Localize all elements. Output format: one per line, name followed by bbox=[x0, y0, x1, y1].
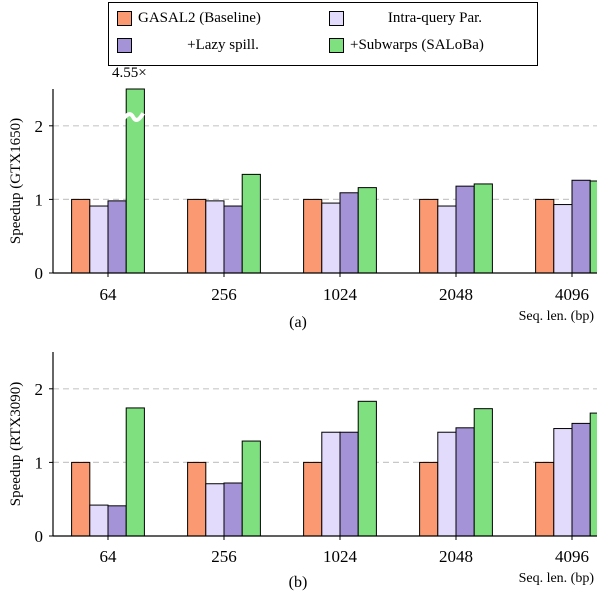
legend-label: GASAL2 (Baseline) bbox=[138, 10, 261, 26]
bar bbox=[241, 173, 261, 274]
bar bbox=[437, 431, 457, 537]
bar bbox=[535, 198, 555, 274]
bar bbox=[553, 204, 573, 274]
bar bbox=[473, 408, 493, 537]
legend-label: +Lazy spill. bbox=[187, 37, 259, 53]
bar bbox=[589, 180, 597, 274]
bar bbox=[553, 428, 573, 537]
x-tick-label: 256 bbox=[211, 547, 237, 566]
y-tick-label: 2 bbox=[35, 380, 44, 399]
y-axis-title: Speedup (GTX1650) bbox=[8, 118, 24, 244]
subcaption: (b) bbox=[289, 574, 308, 591]
x-axis-title: Seq. len. (bp) bbox=[519, 309, 595, 324]
bar bbox=[455, 427, 475, 537]
legend-label: Intra-query Par. bbox=[387, 10, 483, 26]
chart-gtx1650: 4.55× 0 1 2 64 256 1024 2048 4096 Speedup (GTX165… bbox=[8, 65, 597, 331]
bar bbox=[223, 482, 243, 537]
bar bbox=[339, 431, 359, 537]
x-tick-label: 4096 bbox=[555, 285, 589, 304]
chart-rtx3090: 0 1 2 64 256 1024 2048 4096 Speedup (RTX3090) Seq… bbox=[8, 352, 597, 591]
legend-item-gasal2: GASAL2 (Baseline) bbox=[117, 10, 261, 27]
bar bbox=[437, 205, 457, 274]
x-tick-label: 4096 bbox=[555, 547, 589, 566]
bar bbox=[357, 400, 377, 537]
bar bbox=[71, 461, 91, 537]
x-axis-title: Seq. len. (bp) bbox=[519, 571, 595, 586]
bar bbox=[303, 461, 323, 537]
bar bbox=[571, 179, 591, 274]
bar bbox=[339, 192, 359, 274]
legend-swatch-gasal2 bbox=[117, 11, 132, 26]
y-tick-label: 1 bbox=[35, 190, 44, 209]
legend-item-subwarps: +Subwarps (SALoBa) bbox=[329, 37, 484, 54]
y-tick-label: 1 bbox=[35, 453, 44, 472]
bar bbox=[321, 202, 341, 274]
legend-item-lazy-spill: +Lazy spill. bbox=[117, 37, 308, 54]
bar bbox=[89, 205, 109, 274]
bar bbox=[419, 198, 439, 274]
bar bbox=[589, 412, 597, 537]
bar bbox=[571, 422, 591, 537]
bar bbox=[473, 183, 493, 274]
x-tick-label: 1024 bbox=[323, 285, 358, 304]
bar bbox=[241, 440, 261, 537]
legend-item-intra-query: Intra-query Par. bbox=[329, 10, 520, 27]
y-tick-label: 0 bbox=[35, 527, 44, 546]
bar bbox=[107, 200, 127, 274]
legend-swatch-subwarps bbox=[329, 38, 344, 53]
bar bbox=[205, 483, 225, 537]
bar bbox=[89, 504, 109, 537]
y-tick-label: 0 bbox=[35, 264, 44, 283]
bar bbox=[187, 461, 207, 537]
chart-legend: GASAL2 (Baseline) +Lazy spill. Intra-que… bbox=[108, 2, 538, 66]
bar bbox=[455, 185, 475, 274]
bar bbox=[223, 205, 243, 274]
axis-break-mark bbox=[121, 112, 145, 122]
bar bbox=[321, 431, 341, 537]
y-tick-label: 2 bbox=[35, 117, 44, 136]
legend-swatch-lazy-spill bbox=[117, 38, 132, 53]
x-tick-label: 64 bbox=[100, 285, 118, 304]
bar bbox=[419, 461, 439, 537]
y-axis-title: Speedup (RTX3090) bbox=[8, 382, 24, 507]
annotation-label: 4.55× bbox=[112, 65, 147, 81]
bar bbox=[303, 198, 323, 274]
subcaption: (a) bbox=[289, 314, 307, 331]
bar bbox=[357, 187, 377, 274]
bar bbox=[71, 198, 91, 274]
bar bbox=[205, 200, 225, 274]
bar bbox=[125, 407, 145, 537]
x-tick-label: 2048 bbox=[439, 547, 473, 566]
x-tick-label: 1024 bbox=[323, 547, 358, 566]
bar bbox=[187, 198, 207, 274]
legend-swatch-intra-query bbox=[329, 11, 344, 26]
x-tick-label: 256 bbox=[211, 285, 237, 304]
bar bbox=[535, 461, 555, 537]
bar bbox=[107, 505, 127, 537]
legend-label: +Subwarps (SALoBa) bbox=[350, 37, 484, 53]
x-tick-label: 64 bbox=[100, 547, 118, 566]
x-tick-label: 2048 bbox=[439, 285, 473, 304]
